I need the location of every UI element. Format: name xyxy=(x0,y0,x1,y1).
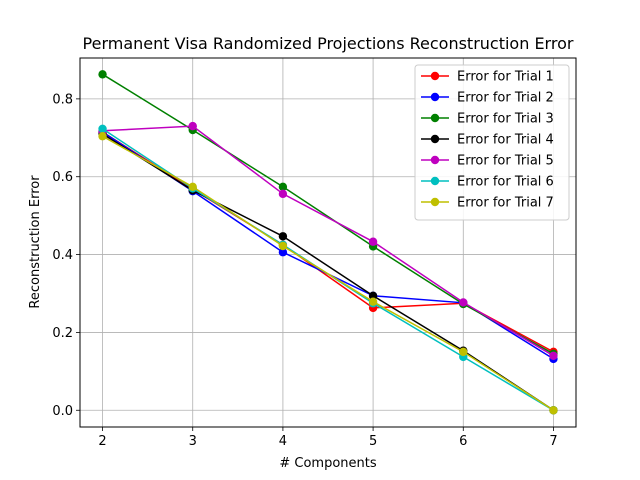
data-point xyxy=(278,241,288,251)
chart-title: Permanent Visa Randomized Projections Re… xyxy=(83,34,574,53)
data-point xyxy=(278,182,288,192)
x-tick-label: 4 xyxy=(279,434,287,449)
legend-item: Error for Trial 3 xyxy=(421,112,554,127)
x-tick-label: 5 xyxy=(369,434,377,449)
data-point xyxy=(368,297,378,306)
legend-item: Error for Trial 4 xyxy=(421,133,554,148)
legend-marker xyxy=(430,113,440,123)
x-tick-label: 6 xyxy=(459,434,467,449)
y-tick-label: 0.0 xyxy=(52,404,73,419)
legend-label: Error for Trial 6 xyxy=(457,175,554,190)
x-axis-label: # Components xyxy=(279,456,376,471)
y-axis-label: Reconstruction Error xyxy=(28,175,43,309)
legend-label: Error for Trial 4 xyxy=(457,133,554,148)
x-tick-label: 3 xyxy=(189,434,197,449)
legend-marker xyxy=(430,176,440,186)
data-point xyxy=(188,182,197,192)
y-tick-label: 0.2 xyxy=(52,326,73,341)
data-point xyxy=(98,70,107,79)
legend-item: Error for Trial 1 xyxy=(421,70,554,85)
x-tick-label: 2 xyxy=(98,434,106,449)
data-point xyxy=(98,124,107,134)
legend-label: Error for Trial 5 xyxy=(457,154,554,169)
data-point xyxy=(188,121,197,131)
legend-item: Error for Trial 5 xyxy=(421,154,554,169)
axis-ticks: 2 3 4 5 6 7 0.0 0.2 0.4 0.6 0.8 xyxy=(52,92,557,449)
legend-marker xyxy=(430,71,440,81)
legend-item: Error for Trial 2 xyxy=(421,91,554,106)
series-line xyxy=(102,133,554,411)
y-tick-label: 0.4 xyxy=(52,248,73,263)
data-point xyxy=(278,232,288,241)
legend-marker xyxy=(430,134,440,144)
legend-label: Error for Trial 3 xyxy=(457,112,554,127)
data-point xyxy=(368,291,378,301)
series-line xyxy=(102,125,554,357)
data-point xyxy=(98,132,107,141)
data-point xyxy=(459,347,468,357)
series-line xyxy=(102,73,554,355)
data-point xyxy=(368,237,378,246)
legend: Error for Trial 1 Error for Trial 2 Error … xyxy=(414,64,570,221)
legend-marker xyxy=(430,155,440,165)
legend-label: Error for Trial 1 xyxy=(457,70,554,85)
legend-box xyxy=(414,64,570,221)
data-point xyxy=(549,406,558,415)
data-point xyxy=(278,248,288,257)
plot-area-frame xyxy=(79,57,577,428)
legend-marker xyxy=(430,92,440,102)
data-point xyxy=(459,298,468,307)
legend-label: Error for Trial 7 xyxy=(457,196,554,211)
legend-item: Error for Trial 6 xyxy=(421,175,554,190)
legend-marker xyxy=(430,197,440,207)
series-trial-7 xyxy=(98,132,558,415)
series-lines xyxy=(98,70,558,415)
x-tick-label: 7 xyxy=(549,434,557,449)
series-line xyxy=(102,135,554,411)
legend-label: Error for Trial 2 xyxy=(457,91,554,106)
legend-item: Error for Trial 7 xyxy=(421,196,554,211)
data-point xyxy=(549,351,558,360)
y-tick-label: 0.6 xyxy=(52,170,73,185)
y-tick-label: 0.8 xyxy=(52,92,73,107)
data-point xyxy=(278,189,288,199)
